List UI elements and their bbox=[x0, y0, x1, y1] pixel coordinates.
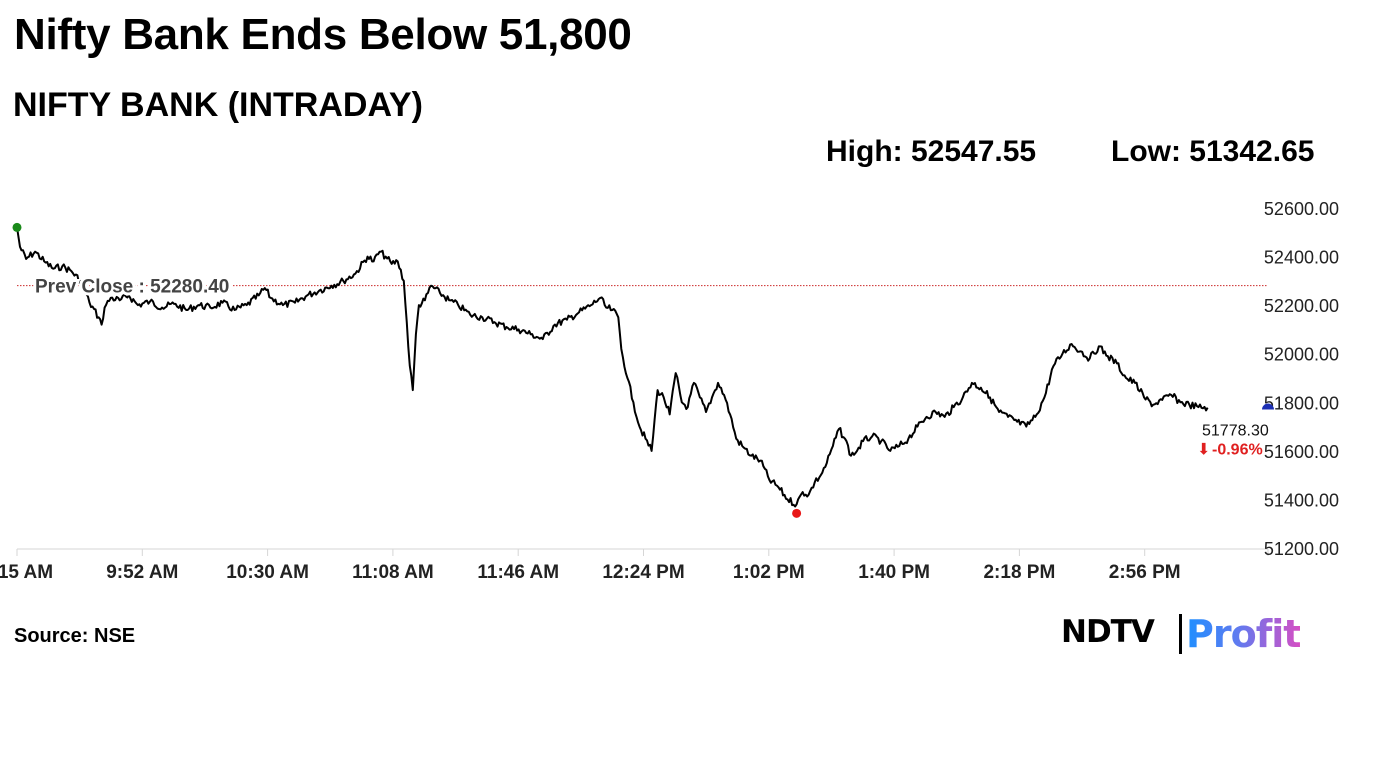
y-tick-label: 52400.00 bbox=[1264, 248, 1339, 268]
x-tick-label: 12:24 PM bbox=[602, 562, 684, 583]
prev-close-label: Prev Close : 52280.40 bbox=[35, 277, 229, 298]
last-value-label: 51778.30 bbox=[1202, 423, 1269, 440]
x-tick-label: 10:30 AM bbox=[226, 562, 309, 583]
chart-subheadline: NIFTY BANK (INTRADAY) bbox=[13, 86, 423, 124]
y-tick-label: 51600.00 bbox=[1264, 442, 1339, 462]
y-tick-label: 51400.00 bbox=[1264, 490, 1339, 510]
x-tick-label: 11:08 AM bbox=[352, 562, 434, 583]
x-tick-label: 11:46 AM bbox=[477, 562, 559, 583]
series-line bbox=[16, 227, 1209, 508]
last-value-marker bbox=[1262, 403, 1274, 410]
low-marker bbox=[792, 508, 802, 518]
headline: Nifty Bank Ends Below 51,800 bbox=[14, 10, 632, 59]
low-value: Low: 51342.65 bbox=[1111, 135, 1315, 168]
high-value: High: 52547.55 bbox=[826, 135, 1037, 168]
logo-ndtv-text: NDTV bbox=[1061, 614, 1155, 650]
x-tick-label: 1:02 PM bbox=[733, 562, 805, 583]
change-percent-label: -0.96% bbox=[1212, 442, 1263, 459]
open-marker bbox=[12, 222, 22, 232]
y-tick-label: 52200.00 bbox=[1264, 296, 1339, 316]
down-arrow-icon: ⬇ bbox=[1197, 440, 1210, 459]
logo-profit-text: Profit bbox=[1186, 612, 1301, 656]
logo-divider bbox=[1179, 614, 1182, 654]
intraday-line-chart: 9:15 AM 9:52 AM 10:30 AM 11:08 AM 11:46 AM 12… bbox=[0, 199, 1339, 583]
y-tick-label: 51200.00 bbox=[1264, 539, 1339, 559]
y-tick-label: 52600.00 bbox=[1264, 199, 1339, 219]
x-tick-label: 9:52 AM bbox=[106, 562, 178, 583]
y-tick-label: 52000.00 bbox=[1264, 345, 1339, 365]
x-tick-label: 2:18 PM bbox=[983, 562, 1055, 583]
x-tick-label: 1:40 PM bbox=[858, 562, 930, 583]
source-label: Source: NSE bbox=[14, 625, 136, 647]
x-tick-label: 9:15 AM bbox=[0, 562, 53, 583]
y-tick-label: 51800.00 bbox=[1264, 393, 1339, 413]
x-tick-label: 2:56 PM bbox=[1109, 562, 1181, 583]
